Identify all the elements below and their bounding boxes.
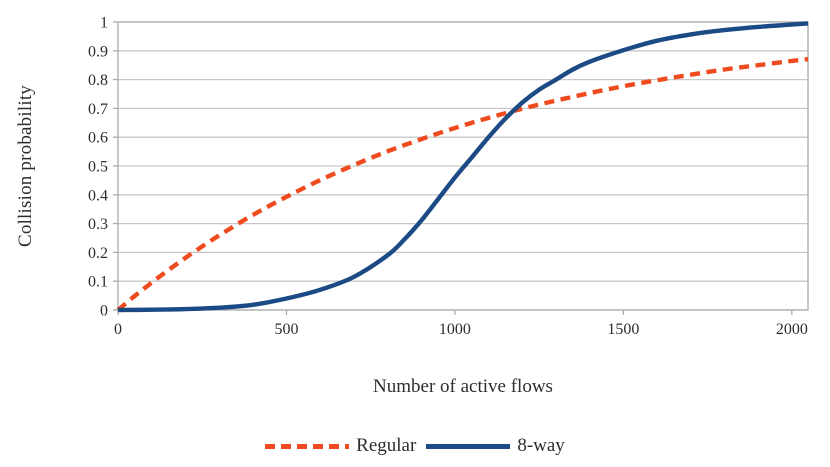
- y-tick-label: 0.4: [88, 187, 108, 204]
- y-tick-label: 0.8: [88, 72, 108, 89]
- y-tick-label: 0.1: [88, 274, 108, 291]
- legend-item-8way: 8-way: [426, 435, 565, 457]
- y-tick-label: 0.9: [88, 43, 108, 60]
- x-tick-label: 500: [274, 321, 298, 338]
- y-tick-label: 0.5: [88, 159, 108, 176]
- legend-label-8way: 8-way: [517, 435, 565, 456]
- legend-dashed-line-swatch: [265, 443, 350, 449]
- legend: Regular 8-way: [0, 432, 830, 460]
- x-tick-label: 0: [114, 321, 122, 338]
- y-axis-title: Collision probability: [15, 84, 36, 248]
- y-tick-label: 0.3: [88, 216, 108, 233]
- series-line-regular: [116, 57, 809, 312]
- series-line-8-way: [117, 21, 809, 313]
- x-axis-title: Number of active flows: [373, 376, 553, 397]
- legend-label-regular: Regular: [356, 435, 417, 456]
- legend-solid-line-swatch: [426, 443, 511, 449]
- x-tick-label: 2000: [776, 321, 808, 338]
- y-tick-label: 0.7: [88, 101, 108, 118]
- x-tick-label: 1500: [607, 321, 639, 338]
- y-tick-label: 0: [100, 303, 108, 320]
- plot-border: [117, 21, 809, 311]
- legend-item-regular: Regular: [265, 435, 416, 457]
- y-tick-label: 1: [100, 15, 108, 32]
- y-tick-label: 0.2: [88, 245, 108, 262]
- x-tick-label: 1000: [439, 321, 471, 338]
- y-tick-label: 0.6: [88, 130, 108, 147]
